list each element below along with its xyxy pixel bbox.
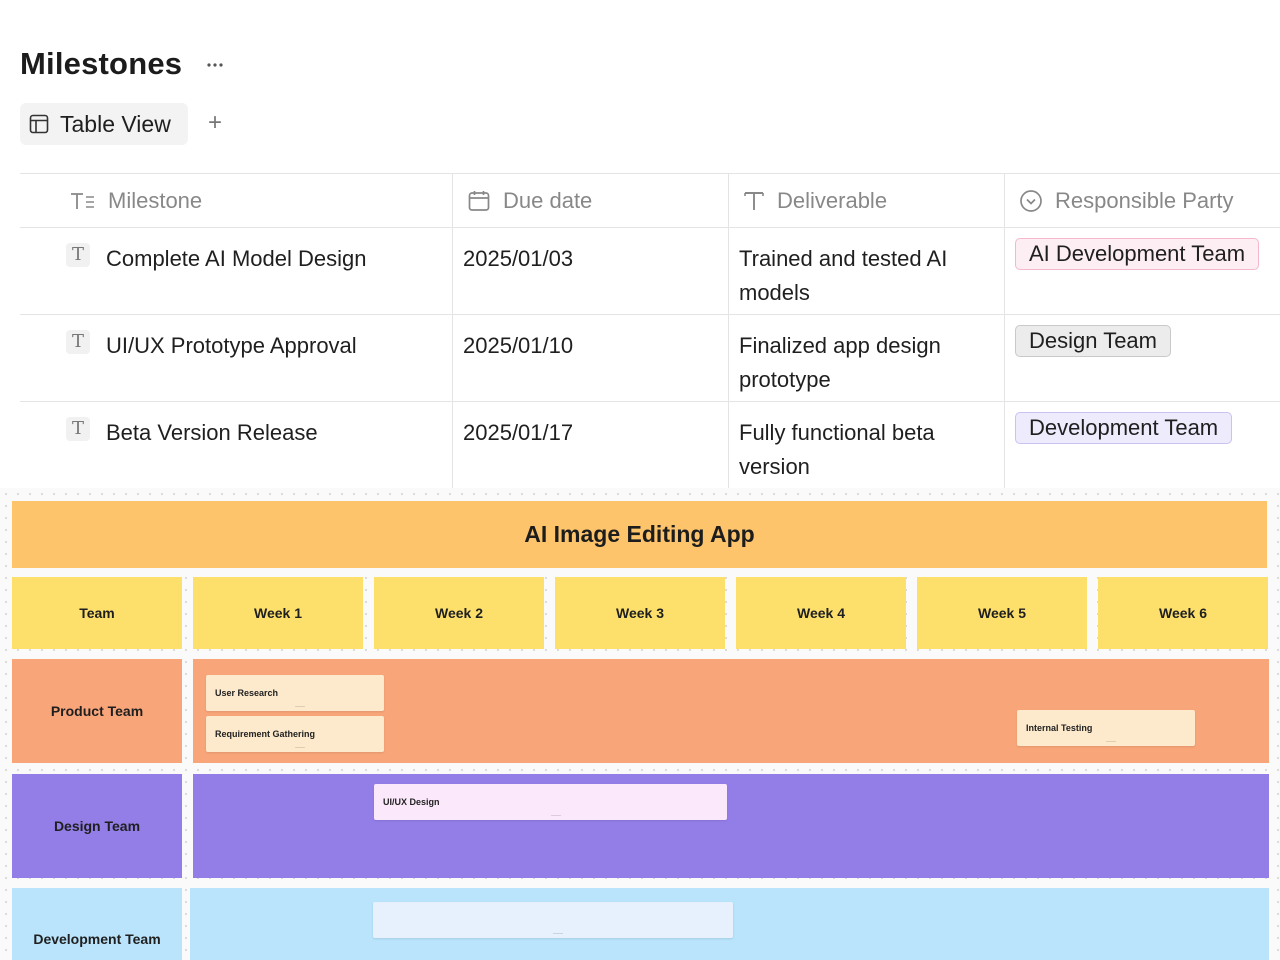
cell-due-date[interactable]: 2025/01/10	[453, 315, 729, 401]
header-cell-week-5[interactable]: Week 5	[917, 577, 1087, 649]
header-cell-week-3[interactable]: Week 3	[555, 577, 725, 649]
calendar-icon	[467, 189, 491, 213]
column-header-responsible-party[interactable]: Responsible Party	[1005, 174, 1280, 227]
due-date-text: 2025/01/10	[463, 333, 574, 358]
column-label: Deliverable	[777, 187, 888, 213]
deliverable-text: Fully functional beta version	[739, 420, 935, 479]
header-cell-week-2[interactable]: Week 2	[374, 577, 544, 649]
cell-due-date[interactable]: 2025/01/17	[453, 402, 729, 488]
text-type-icon: T	[66, 330, 90, 354]
lane-design-team[interactable]: UI/UX Design	[193, 774, 1269, 878]
header-cell-week-6[interactable]: Week 6	[1098, 577, 1268, 649]
column-label: Milestone	[108, 187, 203, 213]
table-row[interactable]: T UI/UX Prototype Approval 2025/01/10 Fi…	[20, 315, 1280, 402]
task-card[interactable]: Requirement Gathering	[206, 716, 384, 752]
task-card[interactable]	[373, 902, 733, 938]
table-row[interactable]: T Beta Version Release 2025/01/17 Fully …	[20, 402, 1280, 489]
lane-product-team[interactable]: User Research Requirement Gathering Inte…	[193, 659, 1269, 763]
party-tag[interactable]: AI Development Team	[1015, 238, 1260, 270]
due-date-text: 2025/01/17	[463, 420, 574, 445]
cell-responsible-party[interactable]: Development Team	[1005, 402, 1280, 488]
task-card[interactable]: UI/UX Design	[374, 784, 727, 820]
tab-label: Table View	[60, 110, 171, 137]
timeline-board[interactable]: AI Image Editing App Team Week 1 Week 2 …	[0, 488, 1280, 960]
deliverable-text: Finalized app design prototype	[739, 333, 941, 392]
header-cell-team[interactable]: Team	[12, 577, 182, 649]
column-header-milestone[interactable]: Milestone	[20, 174, 453, 227]
cell-milestone[interactable]: T Beta Version Release	[20, 402, 453, 488]
due-date-text: 2025/01/03	[463, 246, 574, 271]
table-row[interactable]: T Complete AI Model Design 2025/01/03 Tr…	[20, 228, 1280, 315]
cell-due-date[interactable]: 2025/01/03	[453, 228, 729, 314]
cell-responsible-party[interactable]: Design Team	[1005, 315, 1280, 401]
page-title: Milestones	[20, 46, 183, 81]
party-tag[interactable]: Development Team	[1015, 412, 1233, 444]
team-label-design[interactable]: Design Team	[12, 774, 182, 878]
column-label: Responsible Party	[1055, 187, 1234, 213]
lane-development-team[interactable]	[190, 888, 1269, 960]
milestones-table: Milestone Due date Deliverable Responsib…	[20, 173, 1280, 489]
milestone-text: Beta Version Release	[106, 420, 318, 445]
deliverable-text: Trained and tested AI models	[739, 246, 948, 305]
select-icon	[1019, 189, 1043, 213]
table-header-row: Milestone Due date Deliverable Responsib…	[20, 174, 1280, 228]
text-icon	[743, 190, 765, 212]
board-title[interactable]: AI Image Editing App	[12, 501, 1267, 568]
milestone-text: Complete AI Model Design	[106, 246, 367, 271]
cell-milestone[interactable]: T UI/UX Prototype Approval	[20, 315, 453, 401]
more-options-button[interactable]	[204, 54, 226, 76]
more-horizontal-icon	[207, 63, 223, 67]
text-type-icon: T	[66, 417, 90, 441]
task-card[interactable]: Internal Testing	[1017, 710, 1195, 746]
tab-table-view[interactable]: Table View	[20, 103, 188, 145]
header-cell-week-4[interactable]: Week 4	[736, 577, 906, 649]
team-label-development[interactable]: Development Team	[12, 888, 182, 960]
add-view-button[interactable]: +	[207, 109, 222, 136]
cell-deliverable[interactable]: Fully functional beta version	[729, 402, 1005, 488]
cell-deliverable[interactable]: Trained and tested AI models	[729, 228, 1005, 314]
cell-deliverable[interactable]: Finalized app design prototype	[729, 315, 1005, 401]
text-title-icon	[70, 191, 96, 211]
cell-responsible-party[interactable]: AI Development Team	[1005, 228, 1280, 314]
column-header-due-date[interactable]: Due date	[453, 174, 729, 227]
team-label-product[interactable]: Product Team	[12, 659, 182, 763]
column-header-deliverable[interactable]: Deliverable	[729, 174, 1005, 227]
party-tag[interactable]: Design Team	[1015, 325, 1171, 357]
text-type-icon: T	[66, 243, 90, 267]
header-cell-week-1[interactable]: Week 1	[193, 577, 363, 649]
milestone-text: UI/UX Prototype Approval	[106, 333, 357, 358]
table-icon	[29, 114, 49, 134]
cell-milestone[interactable]: T Complete AI Model Design	[20, 228, 453, 314]
column-label: Due date	[503, 187, 593, 213]
task-card[interactable]: User Research	[206, 675, 384, 711]
